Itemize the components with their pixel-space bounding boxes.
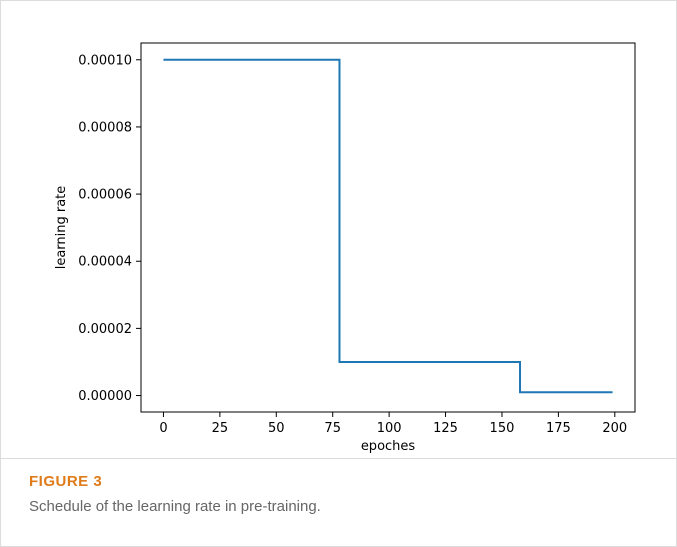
learning-rate-line	[163, 58, 613, 394]
x-tick-label: 50	[268, 421, 285, 436]
learning-rate-chart: 0 25 50 75 100 125 150 175 200 0.000000.000020.0…	[54, 42, 636, 454]
figure-caption-text: Schedule of the learning rate in pre-tra…	[29, 498, 321, 515]
x-tick-label: 125	[433, 421, 458, 436]
x-tick-label: 175	[546, 421, 571, 436]
y-tick-label: 0.00002	[78, 322, 132, 337]
y-axis: 0.00000 0.00002 0.00004 0.00006 0.00008 0.000…	[78, 53, 141, 404]
x-tick-label: 200	[602, 421, 627, 436]
x-tick-label: 75	[324, 421, 341, 436]
x-tick-label: 150	[490, 421, 515, 436]
figure-label: FIGURE 3	[29, 473, 103, 490]
y-tick-label: 0.00004	[78, 255, 132, 270]
x-tick-label: 100	[377, 421, 402, 436]
y-tick-label: 0.00008	[78, 120, 132, 135]
y-axis-title: learning rate	[54, 186, 69, 270]
x-axis: 0 25 50 75 100 125 150 175 200	[159, 412, 627, 436]
y-tick-label: 0.00006	[78, 188, 132, 203]
x-tick-label: 0	[159, 421, 167, 436]
plot-area-frame	[140, 42, 636, 413]
series-group	[163, 58, 613, 394]
x-tick-label: 25	[212, 421, 229, 436]
y-tick-label: 0.00000	[78, 389, 132, 404]
figure-caption: FIGURE 3 Schedule of the learning rate i…	[1, 458, 676, 515]
y-tick-label: 0.00010	[78, 53, 132, 68]
x-axis-title: epoches	[361, 439, 416, 454]
